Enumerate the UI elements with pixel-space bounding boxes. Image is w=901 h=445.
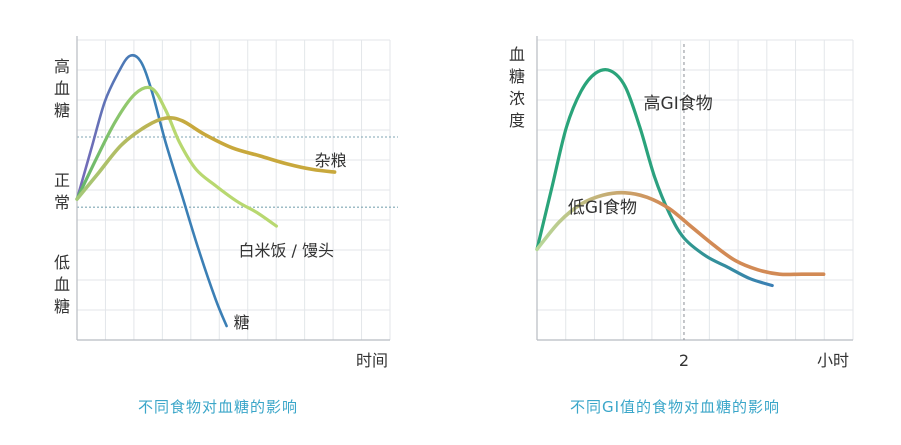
grid xyxy=(537,39,854,340)
x-tick-label: 2 xyxy=(679,351,689,370)
series-label-grain: 杂粮 xyxy=(315,151,347,170)
series-label-low-gi: 低GI食物 xyxy=(568,198,637,218)
series-line-2 xyxy=(75,115,337,201)
left-y-label-normal: 正常 xyxy=(53,171,70,212)
series-label-rice: 白米饭 / 馒头 xyxy=(238,241,334,260)
series-label-high-gi: 高GI食物 xyxy=(644,94,713,114)
chart-left-title: 不同食物对血糖的影响 xyxy=(138,398,299,416)
series-line-0 xyxy=(535,68,774,288)
chart-right: 血糖浓度 2 高GI食物低GI食物小时 不同GI值的食物对血糖的影响 xyxy=(450,0,901,445)
series-label-sugar: 糖 xyxy=(234,313,250,332)
grid xyxy=(77,39,391,340)
left-y-label-low: 低血糖 xyxy=(53,253,70,316)
chart-right-title: 不同GI值的食物对血糖的影响 xyxy=(570,398,781,416)
right-y-label: 血糖浓度 xyxy=(508,45,525,130)
left-x-label: 时间 xyxy=(356,351,388,370)
series-line-1 xyxy=(535,190,826,277)
left-y-label-high: 高血糖 xyxy=(53,57,70,120)
chart-left: 高血糖 正常 低血糖 糖 白米饭 / 馒头 杂粮时间 不同食物对血糖的影响 xyxy=(0,0,450,445)
right-x-label: 小时 xyxy=(817,351,849,370)
series-line-0 xyxy=(75,53,228,328)
series-line-1 xyxy=(75,85,278,228)
